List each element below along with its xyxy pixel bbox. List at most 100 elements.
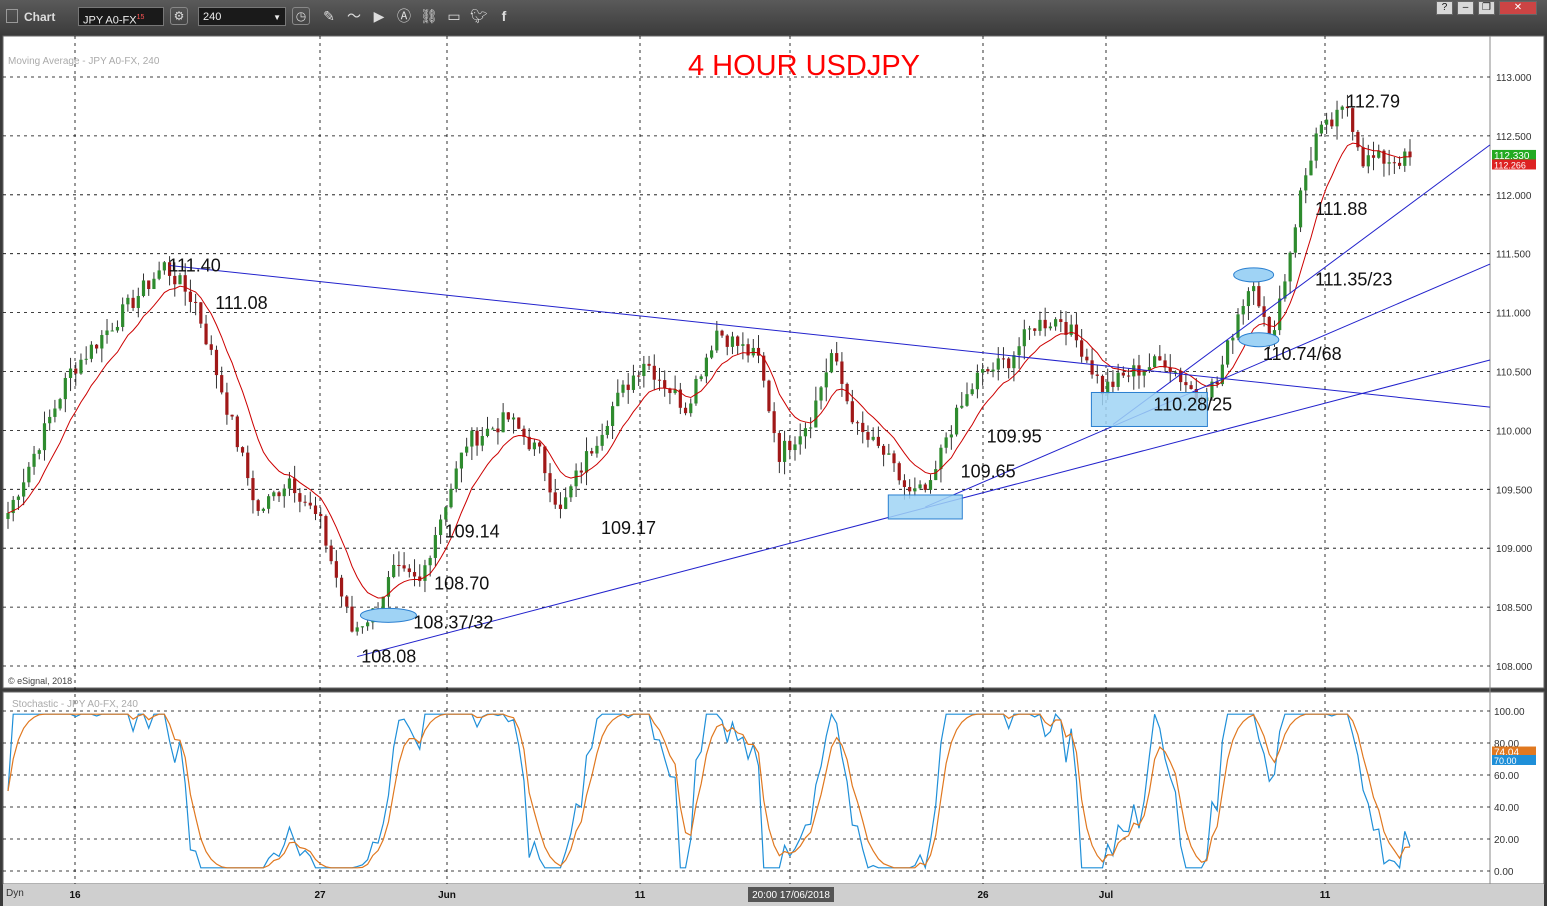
support-highlight <box>359 607 417 623</box>
candle-body <box>866 432 870 440</box>
candle-body <box>1382 150 1386 164</box>
candle-body <box>793 444 797 451</box>
candle-body <box>162 262 166 271</box>
candle-body <box>491 428 495 430</box>
candle-body <box>829 353 834 373</box>
candle-body <box>1392 162 1396 164</box>
candle-body <box>444 507 448 520</box>
link-icon[interactable]: ⛓ <box>420 8 438 24</box>
candle-body <box>105 330 109 336</box>
candle-body <box>1252 286 1256 292</box>
x-tick-label: 16 <box>69 890 81 901</box>
candle-body <box>965 394 969 406</box>
candle-body <box>1236 314 1240 338</box>
candle-body <box>1371 155 1376 158</box>
candle-body <box>871 436 875 440</box>
candle-body <box>480 435 484 446</box>
minimize-button[interactable]: – <box>1457 1 1474 15</box>
candle-body <box>543 446 547 474</box>
candle-body <box>590 451 594 454</box>
candle-body <box>626 384 630 390</box>
candle-body <box>1272 330 1277 337</box>
candle-body <box>1043 319 1047 329</box>
candle-body <box>141 280 146 296</box>
support-box <box>887 494 963 520</box>
candle-body <box>74 368 78 374</box>
candle-body <box>673 389 677 394</box>
candle-body <box>850 401 854 423</box>
grip-icon[interactable] <box>6 9 18 23</box>
candle-body <box>876 436 880 446</box>
candle-body <box>934 469 938 481</box>
candle-body <box>16 496 21 500</box>
candle-body <box>637 375 641 377</box>
interval-input[interactable]: 240 ▼ <box>198 7 286 26</box>
candle-body <box>715 330 719 351</box>
help-button[interactable]: ? <box>1436 1 1453 15</box>
candle-body <box>298 493 302 502</box>
candle-body <box>584 451 589 473</box>
y-tick-label: 113.000 <box>1496 73 1532 84</box>
stochastic-label: Stochastic - JPY A0-FX, 240 <box>12 699 138 710</box>
crosshair-label: 20:00 17/06/2018 <box>752 890 830 901</box>
candle-body <box>683 407 688 414</box>
close-button[interactable]: ✕ <box>1499 1 1537 15</box>
candle-body <box>1351 108 1355 132</box>
candle-body <box>861 422 865 433</box>
twitter-icon[interactable]: 🐦︎ <box>470 8 488 24</box>
candle-body <box>293 478 297 494</box>
candle-body <box>777 433 781 462</box>
chart-title: 4 HOUR USDJPY <box>688 50 920 82</box>
stochastic-d-line <box>7 713 1411 869</box>
candle-body <box>1007 358 1011 369</box>
ma-tag <box>1492 159 1536 170</box>
maximize-button[interactable]: ❐ <box>1478 1 1495 15</box>
candle-body <box>22 482 26 497</box>
candle-body <box>454 468 458 489</box>
candle-body <box>736 336 740 346</box>
price-annotation: 111.35/23 <box>1315 270 1392 290</box>
candle-body <box>720 330 724 336</box>
candle-body <box>522 428 526 437</box>
last-price-label: 112.330 <box>1494 151 1530 162</box>
facebook-icon[interactable]: f <box>501 8 507 24</box>
candle-body <box>53 408 57 417</box>
y-tick-label: 111.000 <box>1496 309 1531 320</box>
settings-icon[interactable]: ⚙ <box>170 7 188 25</box>
candle-body <box>1377 150 1381 158</box>
alert-icon[interactable]: Ⓐ <box>397 8 411 24</box>
candle-body <box>204 323 208 345</box>
candle-body <box>762 355 766 381</box>
candle-body <box>68 368 73 378</box>
clock-icon[interactable]: ◷ <box>292 7 310 25</box>
candle-body <box>663 380 667 389</box>
symbol-input[interactable]: JPY A0-FX15 <box>78 7 164 27</box>
candle-body <box>569 486 573 498</box>
curve-icon[interactable]: 〜 <box>347 8 361 24</box>
candle-body <box>814 400 818 428</box>
candle-body <box>887 453 891 455</box>
x-tick-label: Jun <box>438 890 456 901</box>
candle-body <box>251 478 255 501</box>
candle-body <box>1059 319 1063 322</box>
candle-body <box>1126 375 1131 377</box>
candle-body <box>803 428 808 437</box>
candle-body <box>58 399 62 409</box>
candle-body <box>308 502 312 506</box>
candle-body <box>981 369 985 373</box>
candle-body <box>1314 133 1318 161</box>
candle-body <box>699 376 703 379</box>
candle-body <box>1220 364 1224 385</box>
candle-body <box>845 383 849 402</box>
candle-body <box>199 302 203 324</box>
price-chart[interactable]: 113.000 112.500 112.000 111.500 111.000 110.5… <box>0 34 1547 906</box>
pencil-icon[interactable]: ✎ <box>323 8 335 24</box>
candle-body <box>511 417 516 420</box>
candle-body <box>407 568 411 573</box>
candle-body <box>235 416 239 448</box>
candle-body <box>798 436 802 445</box>
comment-icon[interactable]: ▭ <box>447 8 461 24</box>
candle-body <box>282 488 286 497</box>
candle-body <box>902 480 907 487</box>
play-icon[interactable]: ▶ <box>373 8 385 24</box>
